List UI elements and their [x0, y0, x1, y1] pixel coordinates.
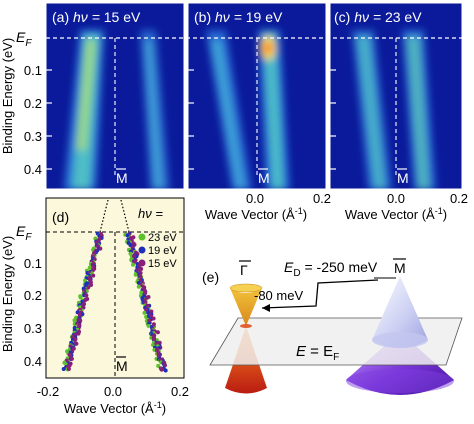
panel-c-intensity	[352, 30, 436, 189]
dispersion-point	[159, 367, 164, 372]
ytick-top-0: 0.1	[24, 63, 42, 78]
legend-swatch-23ev	[138, 233, 146, 241]
ytick-d-0: 0.1	[24, 256, 42, 271]
m-label-a: M	[116, 170, 128, 186]
dispersion-point	[163, 363, 167, 368]
ytick-top-1: 0.2	[24, 96, 42, 111]
ytick-top-2: 0.3	[24, 129, 42, 144]
dispersion-point	[70, 335, 75, 340]
panel-d-label: (d)	[52, 209, 69, 225]
ytick-d-1: 0.2	[24, 288, 42, 303]
xtick-b-1: 0.2	[313, 191, 331, 206]
dispersion-point	[132, 254, 136, 259]
dispersion-point	[68, 353, 73, 358]
m-label-d: M	[116, 358, 128, 374]
gamma-label: Γ	[240, 262, 248, 278]
xtick-d-1: 0.0	[104, 384, 122, 399]
dispersion-point	[142, 310, 147, 315]
ed-label: ED = -250 meV	[284, 259, 378, 279]
xtick-b-0: 0.0	[246, 191, 264, 206]
panel-b-title: (b) hν = 19 eV	[194, 9, 283, 25]
panel-a-title: (a) hν = 15 eV	[52, 9, 141, 25]
legend-label-19ev: 19 eV	[148, 245, 177, 257]
ytick-d-3: 0.4	[24, 354, 42, 369]
ylabel-top: Binding Energy (eV)	[0, 38, 15, 154]
dispersion-point	[72, 318, 77, 323]
dispersion-point	[98, 246, 103, 251]
dispersion-point	[89, 283, 93, 287]
dispersion-point	[71, 346, 76, 351]
panel-a-intensity	[64, 30, 170, 189]
xtick-c-1: 0.2	[450, 191, 468, 206]
dispersion-point	[145, 295, 149, 300]
dispersion-point	[73, 337, 78, 342]
panel-b-intensity	[206, 30, 290, 189]
xtick-d-0: -0.2	[37, 384, 59, 399]
legend-title: hν =	[138, 206, 163, 221]
plane-label: E = EF	[296, 343, 339, 363]
legend-swatch-19ev	[138, 246, 146, 254]
dispersion-point	[78, 295, 83, 300]
panel-d: (d) hν = 23 eV 19 eV 15 eV M	[45, 197, 185, 379]
dispersion-point	[69, 356, 74, 361]
m-label-b: M	[258, 170, 270, 186]
legend-swatch-15ev	[138, 259, 146, 267]
dispersion-point	[76, 331, 81, 336]
dispersion-point	[151, 316, 156, 321]
dispersion-point	[155, 330, 160, 335]
panel-e: (e) Γ M ED = -250 meV -80 meV E = EF	[202, 258, 463, 395]
dispersion-point	[133, 272, 138, 277]
dispersion-point	[125, 233, 130, 238]
m-label-c: M	[397, 170, 409, 186]
dispersion-point	[91, 273, 96, 278]
m-label-e: M	[394, 260, 406, 276]
dispersion-point	[66, 367, 71, 371]
dispersion-point	[152, 337, 157, 342]
xlabel-b: Wave Vector (Å-1)	[205, 206, 307, 222]
shift-label: -80 meV	[254, 288, 303, 303]
dispersion-point	[83, 298, 88, 303]
m-upper-cone	[372, 276, 428, 348]
legend-label-15ev: 15 eV	[148, 258, 177, 270]
dispersion-point	[144, 308, 149, 312]
dispersion-point	[61, 367, 66, 371]
gamma-upper-cone	[230, 288, 262, 326]
dispersion-point	[74, 341, 79, 346]
dispersion-point	[149, 309, 154, 314]
xtick-d-2: 0.2	[171, 384, 189, 399]
legend-label-23ev: 23 eV	[148, 232, 177, 244]
dispersion-point	[136, 284, 141, 289]
panel-ticks	[46, 69, 336, 170]
ylabel-d: Binding Energy (eV)	[0, 236, 15, 352]
dispersion-point	[136, 267, 141, 272]
ef-label-top: EF	[16, 29, 32, 49]
panel-c-title: (c) hν = 23 eV	[334, 9, 422, 25]
dispersion-point	[156, 353, 161, 358]
dispersion-point	[138, 274, 143, 279]
shift-arrow	[261, 279, 379, 309]
xtick-c-0: 0.0	[387, 191, 405, 206]
dispersion-point	[143, 291, 148, 296]
dispersion-point	[131, 262, 135, 267]
dispersion-point	[88, 280, 93, 285]
dispersion-point	[147, 318, 152, 323]
ef-label-d: EF	[16, 223, 32, 243]
ytick-top-3: 0.4	[24, 162, 42, 177]
panel-e-label: (e)	[202, 269, 219, 285]
dispersion-point	[163, 368, 168, 373]
xlabel-c: Wave Vector (Å-1)	[345, 206, 447, 222]
dispersion-point	[90, 268, 95, 273]
dispersion-point	[81, 305, 86, 310]
dispersion-points	[61, 231, 168, 373]
dispersion-point	[156, 363, 161, 368]
xlabel-d: Wave Vector (Å-1)	[64, 400, 166, 416]
dispersion-point	[84, 293, 89, 298]
dispersion-point	[146, 323, 151, 328]
legend: 23 eV 19 eV 15 eV	[138, 232, 177, 270]
ytick-d-2: 0.3	[24, 321, 42, 336]
dispersion-point	[83, 278, 87, 283]
dispersion-point	[87, 265, 92, 270]
